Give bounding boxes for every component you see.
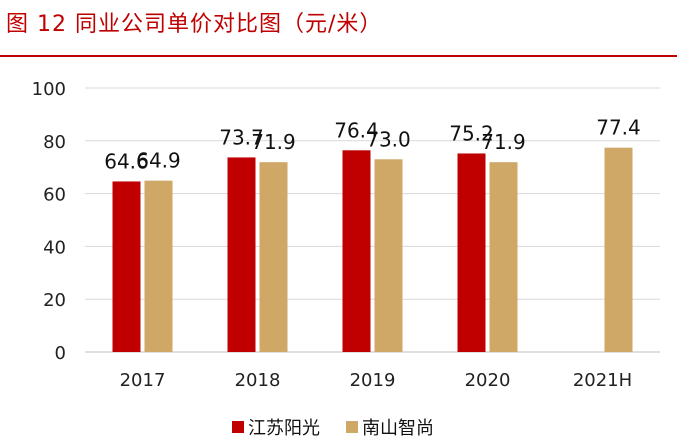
bar-1 [457,153,486,352]
x-tick-label: 2020 [465,370,511,391]
data-label: 73.0 [366,127,411,151]
y-tick-label: 20 [43,290,66,311]
bar-2 [604,147,633,352]
x-tick-label: 2019 [350,370,396,391]
data-label: 71.9 [251,130,296,154]
data-label: 71.9 [481,130,526,154]
legend-swatch [232,421,244,433]
x-tick-label: 2017 [120,370,166,391]
legend-label: 南山智尚 [362,418,434,439]
y-tick-label: 0 [55,343,66,364]
bar-1 [112,181,141,352]
data-label: 75.2 [449,121,494,145]
y-tick-label: 40 [43,237,66,258]
y-tick-label: 100 [32,79,66,100]
y-tick-label: 60 [43,185,66,206]
x-tick-label: 2018 [235,370,281,391]
bar-2 [374,159,403,352]
bar-2 [144,180,173,352]
x-tick-label: 2021H [573,370,632,391]
bar-1 [227,157,256,352]
data-label: 77.4 [596,116,641,140]
legend-swatch [346,421,358,433]
y-tick-label: 80 [43,132,66,153]
figure-title: 图 12 同业公司单价对比图（元/米） [6,12,383,37]
data-label: 64.9 [136,149,181,173]
legend-label: 江苏阳光 [248,418,320,439]
title-rule [0,55,677,57]
data-label: 73.7 [219,125,264,149]
bar-2 [489,162,518,352]
data-label: 64.6 [104,149,149,173]
bar-2 [259,162,288,352]
data-label: 76.4 [334,118,379,142]
bar-1 [342,150,371,352]
